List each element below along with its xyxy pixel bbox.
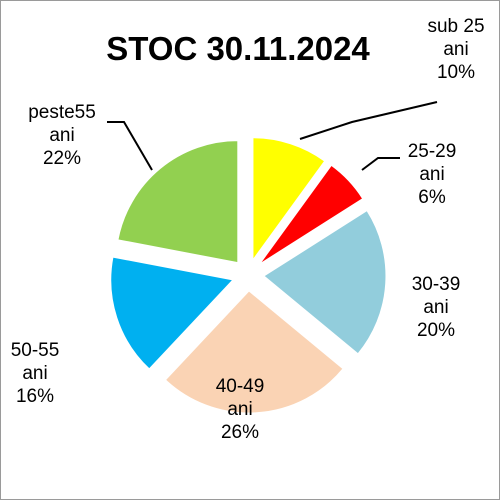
pie-slice-50-55 xyxy=(110,256,234,370)
leader-line-25-29 xyxy=(361,157,400,171)
leader-line-sub-25 xyxy=(299,101,438,140)
pie-slices xyxy=(110,137,387,414)
data-labels: sub 25 ani 10% 25-29 ani 6% 30-39 ani 20% 40-49 an… xyxy=(11,16,485,443)
data-label-25-29: 25-29 ani 6% xyxy=(408,141,457,208)
data-label-50-55: 50-55 ani 16% xyxy=(11,340,60,407)
pie-slice-peste55 xyxy=(117,140,239,264)
pie-slice-25-29 xyxy=(259,164,364,265)
leader-lines xyxy=(107,101,438,171)
data-label-40-49: 40-49 ani 26% xyxy=(216,376,265,443)
pie-slice-30-39 xyxy=(263,209,387,355)
leader-line-peste55 xyxy=(107,121,153,171)
chart-title: STOC 30.11.2024 xyxy=(106,30,370,67)
pie-slice-sub-25 xyxy=(252,137,326,262)
data-label-peste55: peste55 ani 22% xyxy=(28,102,96,169)
pie-slice-40-49 xyxy=(164,290,344,414)
data-label-30-39: 30-39 ani 20% xyxy=(412,274,461,341)
data-label-sub-25: sub 25 ani 10% xyxy=(427,16,484,83)
